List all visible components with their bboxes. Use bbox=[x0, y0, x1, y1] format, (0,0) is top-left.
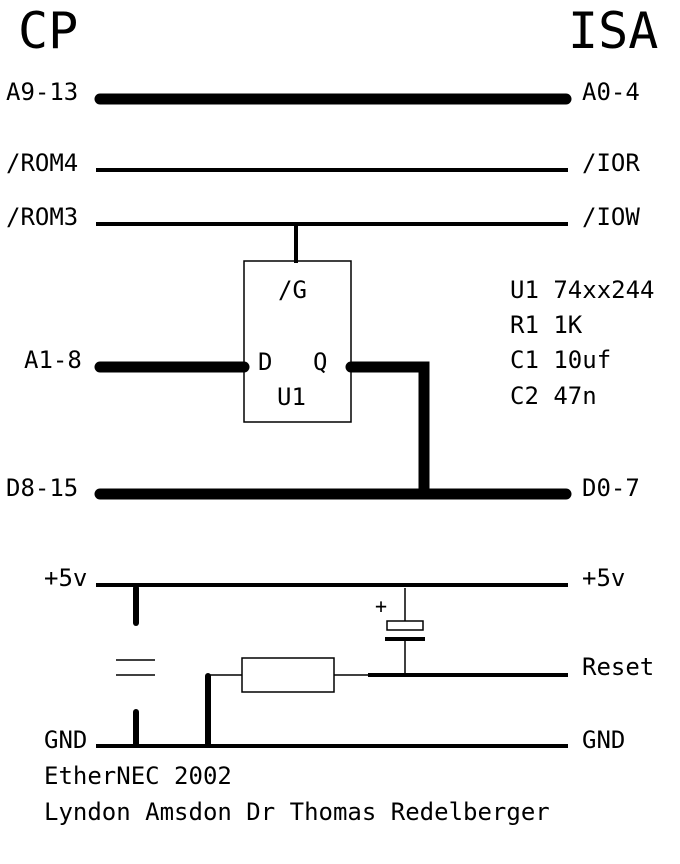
label-d0-7: D0-7 bbox=[582, 474, 640, 502]
resistor-r1 bbox=[208, 657, 370, 693]
chip-q-pin: Q bbox=[313, 348, 327, 376]
label-gnd-right: GND bbox=[582, 726, 625, 754]
q-output-wire bbox=[345, 361, 430, 500]
label-iow: /IOW bbox=[582, 203, 640, 231]
chip-enable-pin: /G bbox=[278, 276, 307, 304]
chip-u1-body bbox=[243, 260, 352, 423]
polarity-plus-icon: + bbox=[375, 594, 387, 618]
footer-project: EtherNEC 2002 bbox=[44, 762, 232, 790]
capacitor-c2 bbox=[116, 585, 155, 748]
label-gnd-left: GND bbox=[44, 726, 87, 754]
isa-title: ISA bbox=[568, 2, 658, 60]
label-a9-13: A9-13 bbox=[6, 78, 78, 106]
parts-list: U1 74xx244 R1 1K C1 10uf C2 47n bbox=[510, 276, 655, 410]
capacitor-c1: + bbox=[375, 588, 425, 674]
label-reset: Reset bbox=[582, 653, 654, 681]
parts-item-c1: C1 10uf bbox=[510, 346, 611, 374]
footer-authors: Lyndon Amsdon Dr Thomas Redelberger bbox=[44, 798, 550, 826]
label-d8-15: D8-15 bbox=[6, 474, 78, 502]
label-ior: /IOR bbox=[582, 149, 640, 177]
chip-d-pin: D bbox=[258, 348, 272, 376]
parts-item-c2: C2 47n bbox=[510, 382, 597, 410]
chip-ref-label: U1 bbox=[277, 383, 306, 411]
label-vcc-left: +5v bbox=[44, 564, 87, 592]
label-a0-4: A0-4 bbox=[582, 78, 640, 106]
label-vcc-right: +5v bbox=[582, 564, 625, 592]
label-rom3: /ROM3 bbox=[6, 203, 78, 231]
cp-title: CP bbox=[18, 2, 78, 60]
parts-item-u1: U1 74xx244 bbox=[510, 276, 655, 304]
label-a1-8: A1-8 bbox=[24, 346, 82, 374]
parts-item-r1: R1 1K bbox=[510, 311, 583, 339]
label-rom4: /ROM4 bbox=[6, 149, 78, 177]
